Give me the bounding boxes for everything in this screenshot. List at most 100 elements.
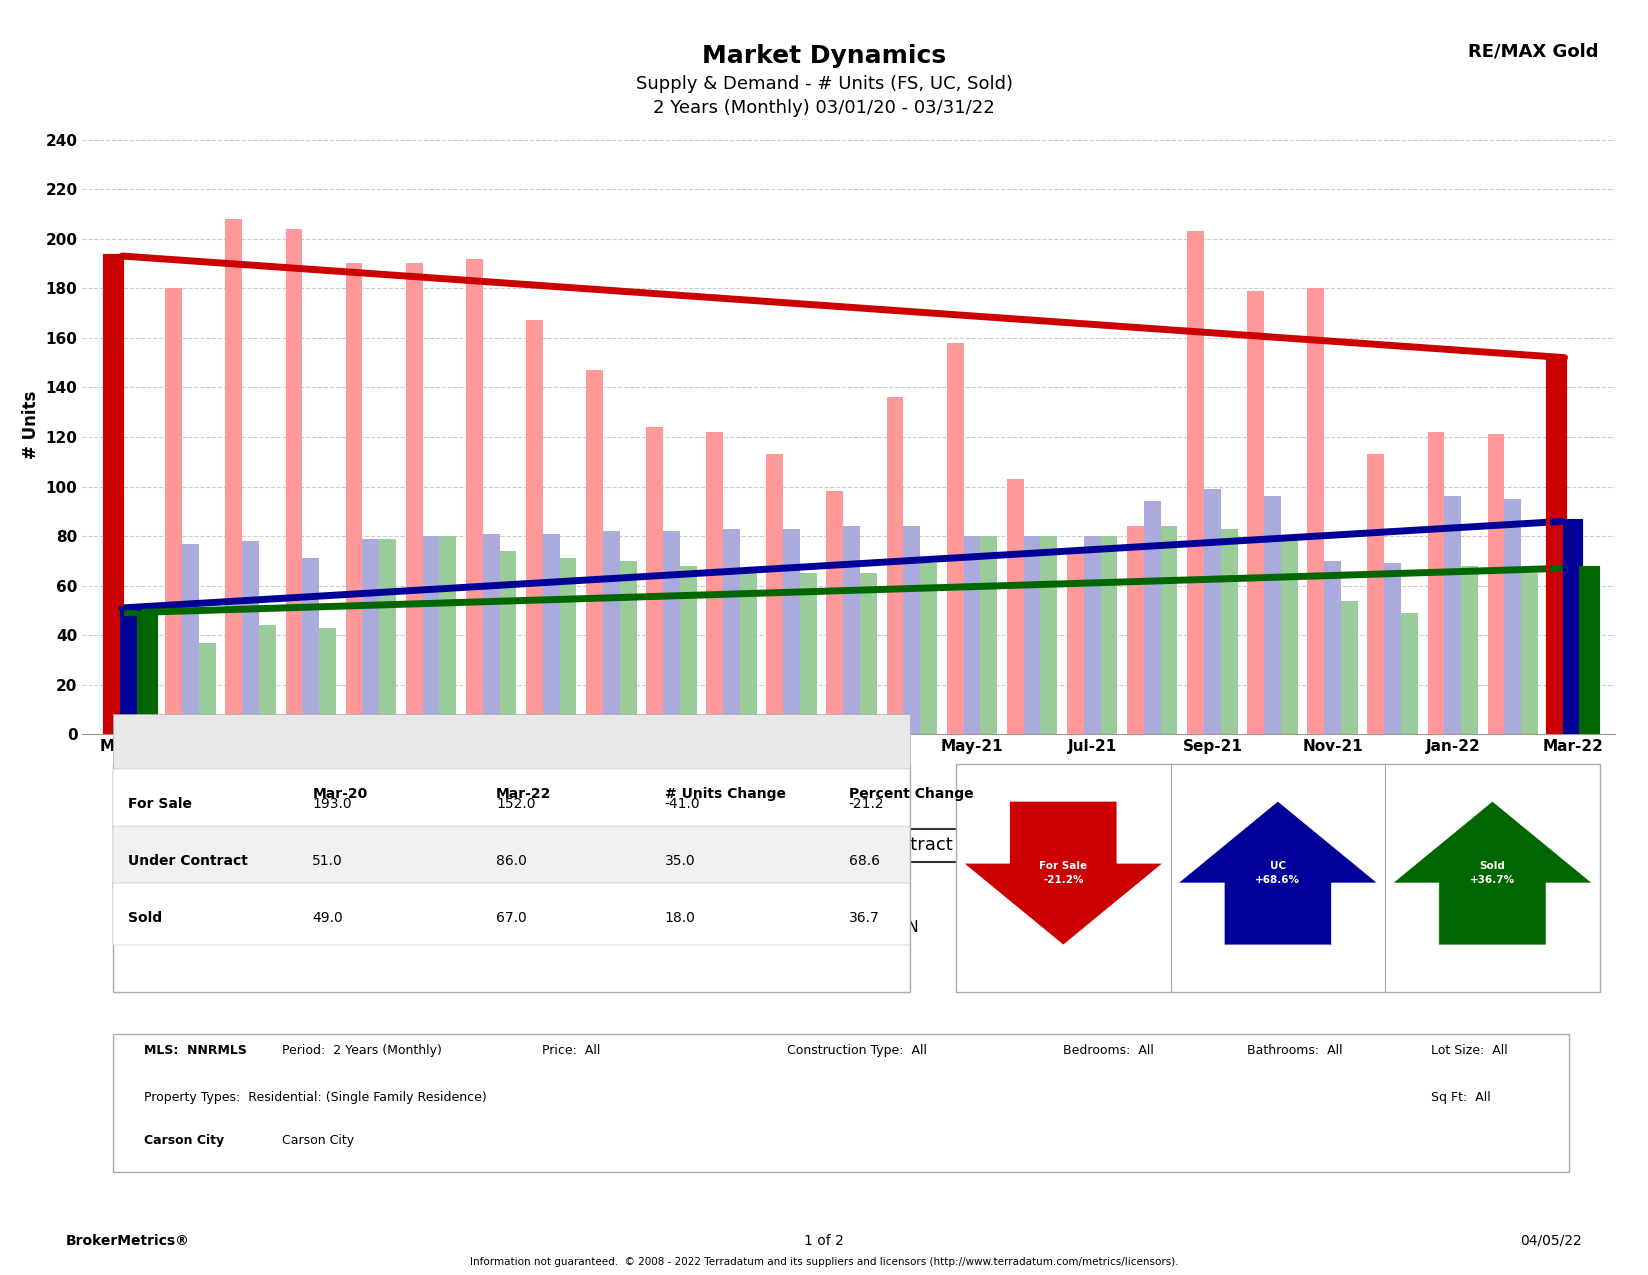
Bar [346,264,363,734]
Text: 36.7: 36.7 [849,910,880,924]
Bar [259,625,275,734]
Text: For Sale: For Sale [129,797,193,811]
Bar [860,574,877,734]
Text: 193.0: 193.0 [311,797,353,811]
Bar [587,370,603,734]
Bar [920,564,938,734]
Text: Sold: Sold [129,910,163,924]
Bar [1323,561,1341,734]
Bar [1564,521,1582,734]
Legend: For Sale, Under Contract, Sold: For Sale, Under Contract, Sold [626,829,1071,862]
Text: 86.0: 86.0 [496,854,527,868]
Bar [1505,499,1521,734]
Text: Carson City: Carson City [282,1133,354,1146]
Bar [405,264,422,734]
Bar [242,541,259,734]
Bar [1521,574,1538,734]
Bar [1040,536,1058,734]
Text: Sold
+36.7%: Sold +36.7% [1470,862,1515,885]
Text: Carson City: Carson City [143,1133,224,1146]
Text: Bathrooms:  All: Bathrooms: All [1248,1044,1343,1057]
Bar [1307,288,1323,734]
Text: RE/MAX Gold: RE/MAX Gold [1468,42,1599,60]
Bar [138,613,155,734]
Bar [740,569,756,734]
Text: Bedrooms:  All: Bedrooms: All [1063,1044,1154,1057]
Bar [526,320,542,734]
Text: Sq Ft:  All: Sq Ft: All [1430,1091,1491,1104]
Bar [560,558,577,734]
Bar [1101,536,1117,734]
Text: 51.0: 51.0 [311,854,343,868]
Bar [1368,454,1384,734]
Bar [981,536,997,734]
Text: Under Contract: Under Contract [129,854,249,868]
Text: UC
+68.6%: UC +68.6% [1256,862,1300,885]
Text: Supply & Demand - # Units (FS, UC, Sold): Supply & Demand - # Units (FS, UC, Sold) [636,75,1012,93]
Bar [1205,490,1221,734]
Bar [827,491,844,734]
Bar [783,529,799,734]
Bar [226,219,242,734]
Bar [379,538,396,734]
Text: 18.0: 18.0 [664,910,695,924]
Bar [183,543,199,734]
Bar [1582,569,1599,734]
Bar [1264,496,1280,734]
Bar [320,627,336,734]
Bar [483,534,499,734]
Text: -41.0: -41.0 [664,797,700,811]
Bar [165,288,183,734]
Bar [363,538,379,734]
Bar [964,536,981,734]
Text: 04/05/22: 04/05/22 [1521,1234,1582,1247]
Bar [1023,536,1040,734]
Text: Mar-20: Mar-20 [311,787,368,801]
Text: Period:  2 Years (Monthly): Period: 2 Years (Monthly) [282,1044,442,1057]
Bar [1444,496,1462,734]
Bar [1341,601,1358,734]
Text: BrokerMetrics®: BrokerMetrics® [66,1234,190,1247]
Bar [1127,527,1144,734]
Text: 68.6: 68.6 [849,854,880,868]
Text: # Units Change: # Units Change [664,787,786,801]
Bar [707,432,723,734]
Bar [903,527,920,734]
Bar [1488,435,1505,734]
Bar [766,454,783,734]
Bar [946,343,964,734]
Text: 152.0: 152.0 [496,797,536,811]
Bar [1401,613,1417,734]
Text: Price:  All: Price: All [542,1044,600,1057]
Bar [887,398,903,734]
Bar [499,551,516,734]
Polygon shape [964,801,1163,945]
Bar [1187,231,1205,734]
Text: Lot Size:  All: Lot Size: All [1430,1044,1508,1057]
Text: Information not guaranteed.  © 2008 - 2022 Terradatum and its suppliers and lice: Information not guaranteed. © 2008 - 202… [470,1257,1178,1267]
Text: Market Dynamics: Market Dynamics [702,45,946,68]
Text: Property Types:  Residential: (Single Family Residence): Property Types: Residential: (Single Fam… [143,1091,486,1104]
Polygon shape [1178,801,1378,945]
Bar [1248,291,1264,734]
Text: 2 Years (Monthly) 03/01/20 - 03/31/22: 2 Years (Monthly) 03/01/20 - 03/31/22 [653,99,995,117]
Bar [799,574,817,734]
Bar [603,532,620,734]
FancyBboxPatch shape [114,714,910,776]
FancyBboxPatch shape [114,764,910,992]
Text: -21.2: -21.2 [849,797,885,811]
Bar [440,536,456,734]
Bar [285,228,302,734]
Bar [723,529,740,734]
FancyBboxPatch shape [114,1034,1569,1172]
Bar [1384,564,1401,734]
Text: Construction Type:  All: Construction Type: All [788,1044,928,1057]
FancyBboxPatch shape [114,884,910,945]
Text: Mar-22: Mar-22 [496,787,552,801]
Text: 35.0: 35.0 [664,854,695,868]
Bar [422,536,440,734]
Text: 67.0: 67.0 [496,910,527,924]
Bar [1160,527,1177,734]
Bar [1280,536,1297,734]
Bar [1462,566,1478,734]
